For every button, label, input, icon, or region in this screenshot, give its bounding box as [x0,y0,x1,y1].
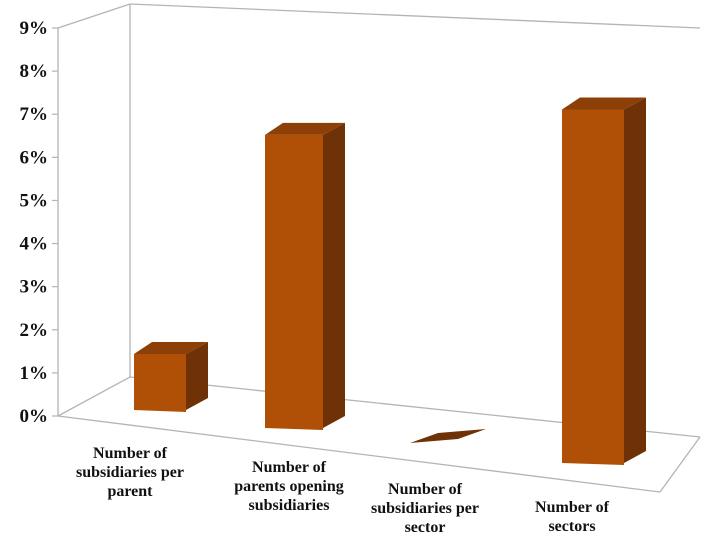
y-tick-label: 1% [20,363,49,384]
x-category-label-line: subsidiaries [249,497,330,514]
x-category-label: Number of parents opening subsidiaries [234,459,344,514]
x-category-label: Number of subsidiaries per sector [371,481,479,536]
x-category-label-line: parent [107,483,153,500]
y-tick-label: 8% [20,61,49,82]
floor-back-edge [57,376,701,438]
bar-front [562,109,624,465]
y-tick-label: 7% [20,104,49,125]
y-tick-label: 5% [20,190,49,211]
floor-right-edge [659,436,701,493]
bars [134,97,646,465]
bar-top [265,122,345,135]
x-category-label-line: subsidiaries per [76,464,184,481]
bar-side [624,97,646,463]
bar-top [134,341,208,354]
y-axis: 0% 1% 2% 3% 4% 5% 6% 7% 8% 9% [20,18,58,427]
x-category-label-line: sector [405,519,446,536]
chart-walls [57,3,701,493]
x-category-label-line: Number of [93,445,168,462]
x-category-label-line: parents opening [234,478,344,495]
bar [410,429,486,443]
x-category-label-line: subsidiaries per [371,500,479,517]
bar-side [186,341,208,410]
y-tick-label: 3% [20,277,49,298]
x-category-label: Number of sectors [535,499,610,535]
y-tick-label: 4% [20,234,49,255]
y-tick-label: 9% [20,18,49,39]
y-tick-label: 6% [20,147,49,168]
bar [562,97,646,465]
bar-front [134,353,186,412]
x-category-label: Number of subsidiaries per parent [76,445,184,500]
x-category-label-line: Number of [252,459,327,476]
y-tick-label: 2% [20,320,49,341]
bar-top [562,97,646,110]
x-category-label-line: sectors [548,518,595,535]
bar-side [323,122,345,428]
y-tick-label: 0% [20,406,49,427]
x-category-label-line: Number of [388,481,463,498]
bar-flat-top [410,429,486,443]
bar [265,122,345,430]
bar [134,341,208,412]
x-category-label-line: Number of [535,499,610,516]
floor-front-edge [57,415,661,493]
wall-outline [57,3,701,416]
bar-front [265,134,323,430]
